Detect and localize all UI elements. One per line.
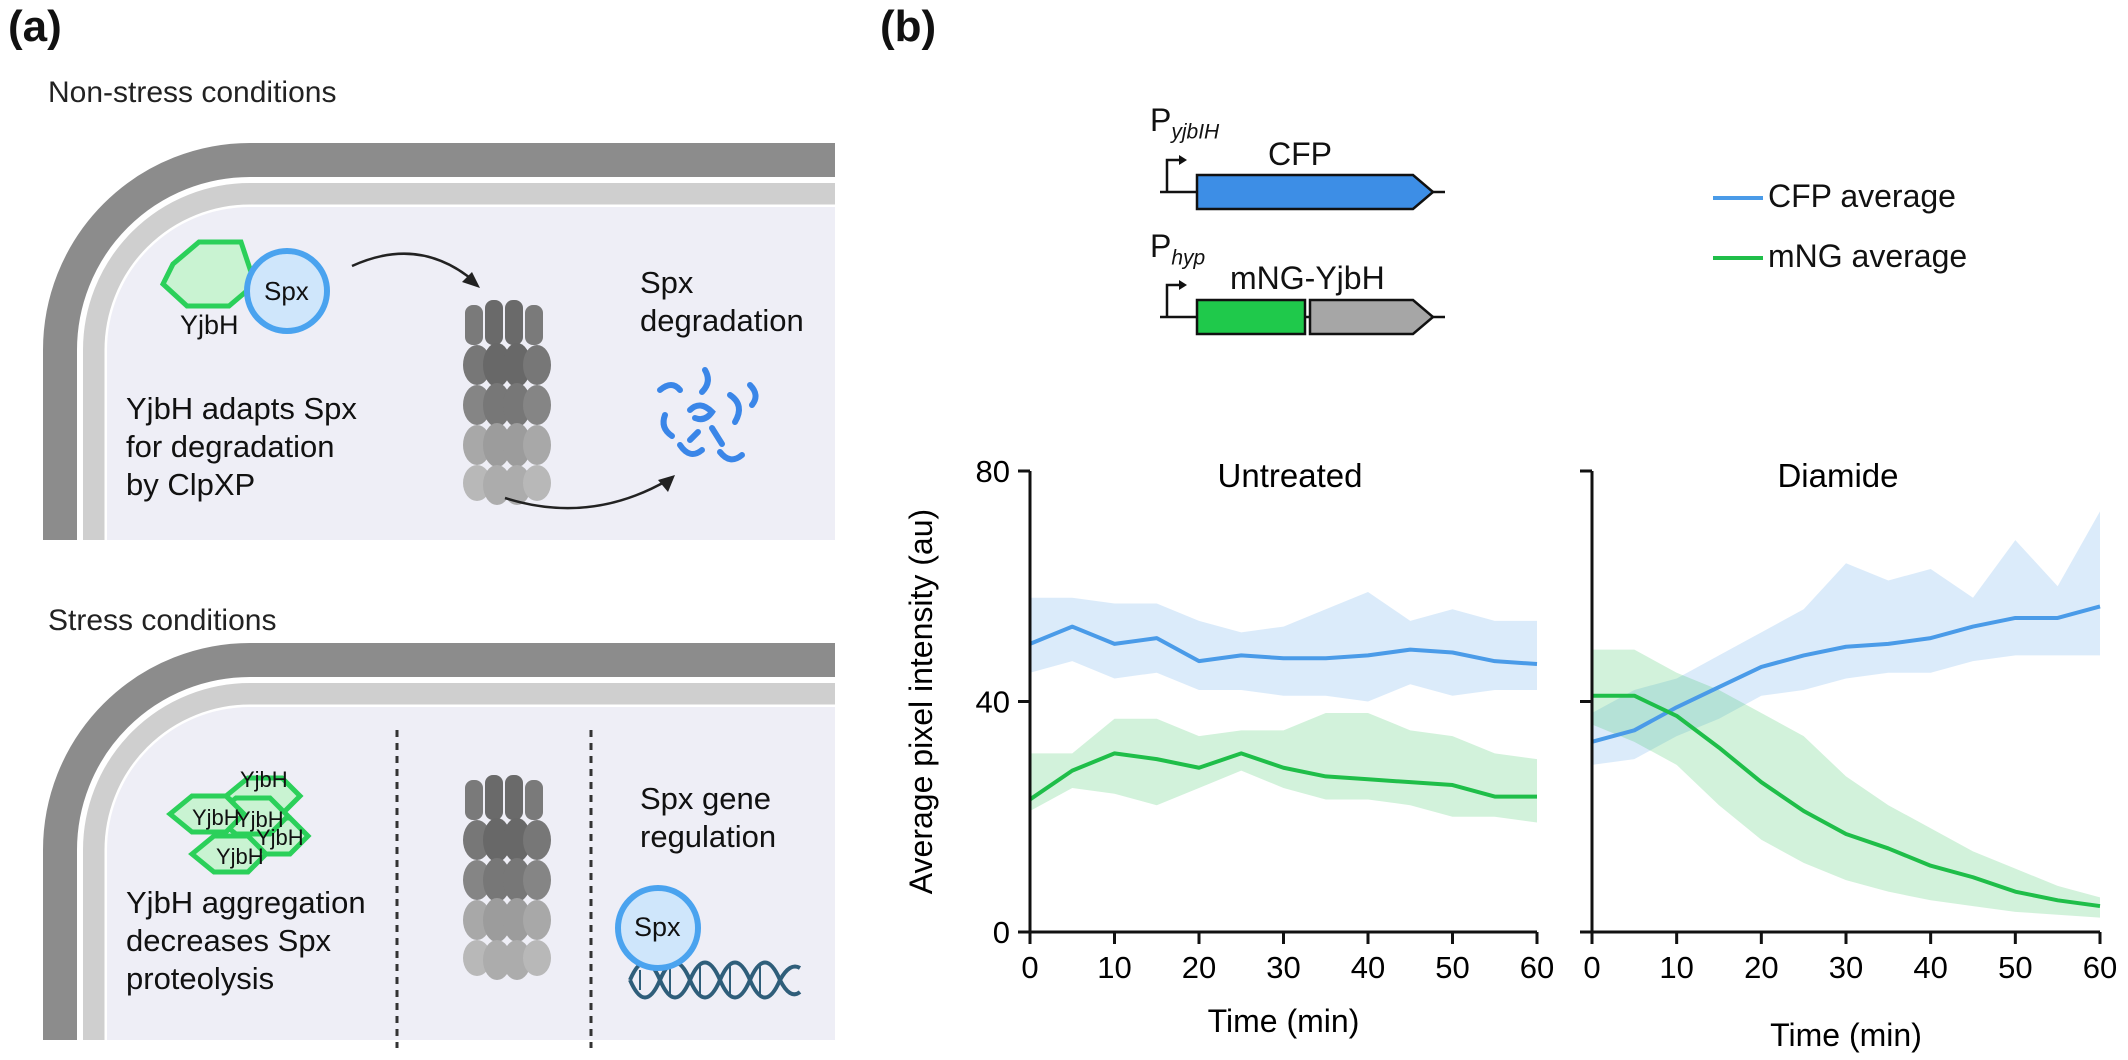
panel-a-label: (a) <box>8 2 62 51</box>
line-cfp-average <box>1029 624 1538 667</box>
yjbh-agg-label-3: YjbH <box>236 807 284 832</box>
nonstress-description: YjbH adapts Spx for degradation by ClpXP <box>126 390 357 504</box>
degradation-label-line-1: Spx <box>640 265 694 300</box>
chart-title: Untreated <box>1218 457 1363 494</box>
cfp-gene-label: CFP <box>1268 136 1332 172</box>
stress-desc-line-2: decreases Spx <box>126 923 332 958</box>
legend-label-cfp: CFP average <box>1768 178 1956 214</box>
promoter-hyp-sub: hyp <box>1171 246 1206 270</box>
yjbh-hexagon-icon <box>159 239 258 309</box>
yjbh-agg-label-4: YjbH <box>256 825 304 850</box>
legend-label-mng: mNG average <box>1768 238 1968 274</box>
regulation-label: Spx gene regulation <box>640 780 776 856</box>
spx-circle-icon-stress <box>615 885 701 971</box>
non-stress-title: Non-stress conditions <box>48 76 337 109</box>
yjbh-agg-label-2: YjbH <box>192 805 240 830</box>
arrow-to-clpxp <box>351 252 476 283</box>
x-axis-label: Time (min) <box>1208 1003 1360 1039</box>
x-tick-label: 20 <box>1182 950 1216 985</box>
stress-title: Stress conditions <box>48 604 277 637</box>
construct-mng-yjbh <box>1160 280 1445 336</box>
yjbh-agg-label-1: YjbH <box>240 767 288 792</box>
stress-cell-illustration <box>43 643 835 1048</box>
dna-icon <box>628 960 802 1000</box>
yjbh-agg-label-5: YjbH <box>216 844 264 869</box>
promoter-yjbih-sub: yjbIH <box>1171 120 1220 144</box>
x-tick-label: 50 <box>1435 950 1469 985</box>
construct-cfp <box>1160 155 1445 211</box>
yjbh-label-nonstress: YjbH <box>180 310 239 340</box>
y-tick-label: 0 <box>993 915 1010 950</box>
spx-circle-icon <box>244 248 330 334</box>
degradation-label: Spx degradation <box>640 264 804 340</box>
x-tick-label: 0 <box>1583 950 1600 985</box>
regulation-label-line-2: regulation <box>640 819 777 854</box>
nonstress-desc-line-1: YjbH adapts Spx <box>126 391 357 426</box>
legend-swatch-mng <box>1713 256 1763 260</box>
promoter-yjbih: PyjbIH <box>1150 102 1219 144</box>
yjbh-gene-arrow <box>1308 298 1435 336</box>
arrow-to-fragments <box>504 478 669 510</box>
x-tick-label: 50 <box>1998 950 2032 985</box>
mng-gene-box <box>1195 298 1307 336</box>
chart-title: Diamide <box>1777 457 1898 494</box>
x-tick-label: 0 <box>1021 950 1038 985</box>
x-tick-label: 40 <box>1351 950 1385 985</box>
degradation-label-line-2: degradation <box>640 303 804 338</box>
regulation-label-line-1: Spx gene <box>640 781 771 816</box>
promoter-yjbih-p: P <box>1150 102 1172 138</box>
yjbh-aggregate-icon <box>166 775 312 875</box>
spx-fragments-icon <box>657 367 759 463</box>
x-tick-label: 20 <box>1744 950 1778 985</box>
cfp-gene-arrow <box>1195 173 1435 211</box>
x-tick-label: 30 <box>1829 950 1863 985</box>
x-tick-label: 60 <box>2083 950 2117 985</box>
nonstress-desc-line-2: for degradation <box>126 429 335 464</box>
promoter-hyp-p: P <box>1150 228 1172 264</box>
clpxp-protease-icon-stress <box>463 775 551 980</box>
x-tick-label: 10 <box>1097 950 1131 985</box>
x-axis-label: Time (min) <box>1770 1017 1922 1053</box>
stress-desc-line-3: proteolysis <box>126 961 275 996</box>
y-tick-label: 40 <box>976 685 1010 720</box>
spx-label-stress: Spx <box>634 912 681 942</box>
line-mng-average <box>1028 751 1537 802</box>
non-stress-diagram <box>159 239 759 510</box>
stress-description: YjbH aggregation decreases Spx proteolys… <box>126 884 366 998</box>
nonstress-desc-line-3: by ClpXP <box>126 467 256 502</box>
x-tick-label: 60 <box>1520 950 1554 985</box>
stress-desc-line-1: YjbH aggregation <box>126 885 366 920</box>
band-mng-average <box>1592 649 2100 918</box>
x-tick-label: 40 <box>1913 950 1947 985</box>
line-cfp-average <box>1591 604 2101 744</box>
cell-wall-inner <box>83 183 835 540</box>
chart-diamide: 0 10 20 30 40 50 60 Diamide Time (min) <box>1580 457 2117 1053</box>
band-cfp-average <box>1592 511 2100 765</box>
panel-b-label: (b) <box>880 2 937 51</box>
y-tick-label: 80 <box>976 454 1010 489</box>
legend-swatch-cfp <box>1713 196 1763 200</box>
promoter-hyp: Phyp <box>1150 228 1205 270</box>
clpxp-protease-icon <box>463 300 551 505</box>
x-tick-label: 30 <box>1266 950 1300 985</box>
cell-wall-outer <box>43 143 835 540</box>
chart-untreated: 0 40 80 0 10 20 30 40 50 60 Untreated Time (min) Ave… <box>903 454 1554 1039</box>
y-axis-label: Average pixel intensity (au) <box>903 509 939 894</box>
x-tick-label: 10 <box>1659 950 1693 985</box>
band-cfp-average <box>1030 592 1537 702</box>
line-mng-average <box>1592 693 2101 909</box>
mng-yjbh-gene-label: mNG-YjbH <box>1230 260 1385 296</box>
spx-label-nonstress: Spx <box>264 276 309 306</box>
